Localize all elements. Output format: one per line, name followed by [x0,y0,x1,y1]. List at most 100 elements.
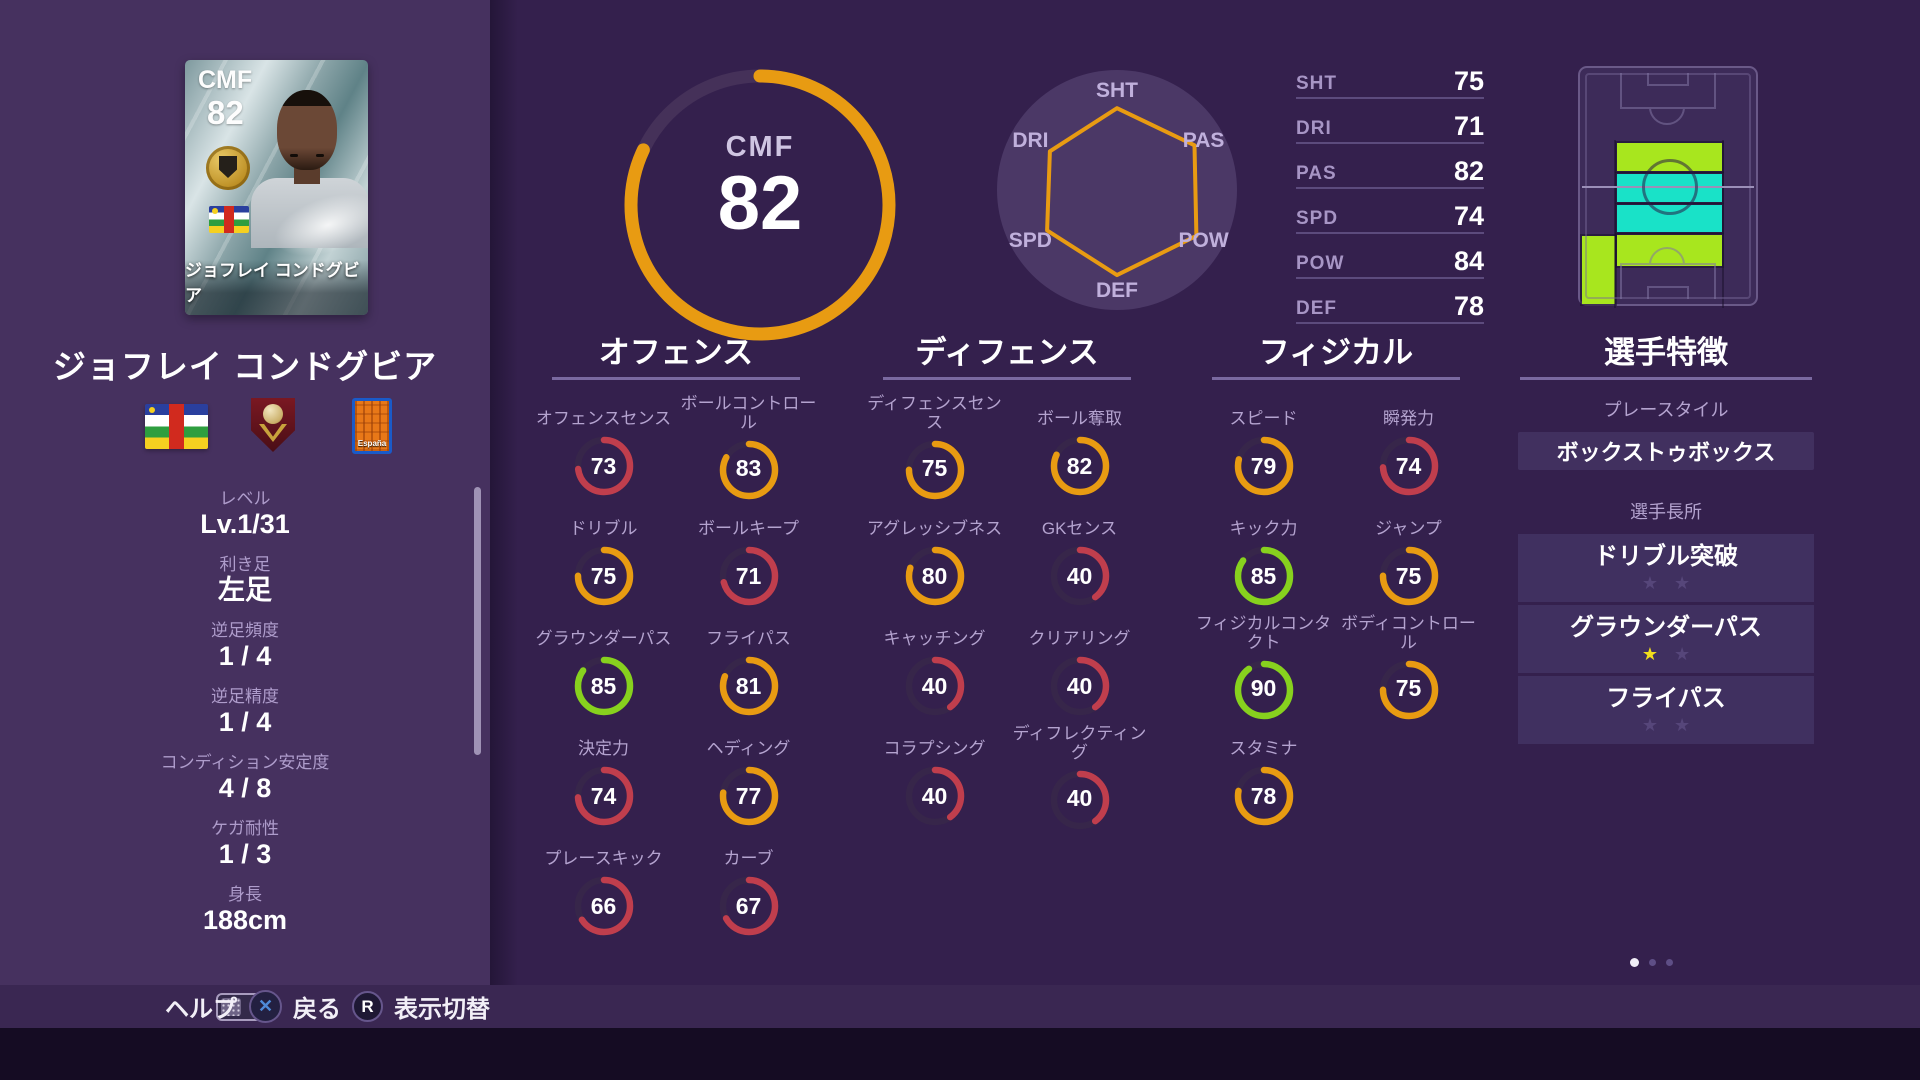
stat-gauge: 75 [1377,658,1441,720]
player-info-list: レベル Lv.1/31 利き足 左足 逆足頻度 1 / 4 逆足精度 1 / 4 コンディション… [40,488,450,950]
club-crest-icon [251,398,295,452]
stat-value: 74 [1395,452,1422,479]
stat-item: ヘディング 77 [676,724,821,834]
help-label-item[interactable]: ヘルプ [165,985,237,1028]
stat-item: キャッチング 40 [862,614,1007,724]
league-badge-text: España [357,439,387,448]
back-label-item[interactable]: 戻る [293,985,341,1028]
stat-value: 78 [1250,782,1277,809]
stat-item: 決定力 74 [531,724,676,834]
stat-item: ボールコントロール 83 [676,394,821,504]
stat-gauge: 75 [903,438,967,500]
toggle-view-label-item[interactable]: 表示切替 [394,985,490,1028]
page-dot-3[interactable] [1666,959,1673,966]
info-item: コンディション安定度 4 / 8 [40,752,450,804]
league-badge-icon: España [352,398,392,454]
toggle-view-button[interactable]: R [352,985,383,1028]
skill-card[interactable]: フライパス ★ ★ [1518,676,1814,744]
info-item: 利き足 左足 [40,554,450,606]
stat-item: ジャンプ 75 [1336,504,1481,614]
skill-name: グラウンダーパス [1570,614,1762,641]
stat-item: ボール奪取 82 [1007,394,1152,504]
stat-label: ディフレクティング [1012,724,1147,762]
r-button-icon: R [352,991,383,1022]
skill-name: フライパス [1606,685,1726,712]
info-item: 逆足精度 1 / 4 [40,686,450,738]
stat-item: プレースキック 66 [531,834,676,944]
overall-position: CMF [725,131,795,163]
star-filled-icon: ★ [1641,644,1658,664]
summary-value: 78 [1453,291,1484,321]
stat-item: ディフェンスセンス 75 [862,394,1007,504]
stat-value: 40 [1066,562,1093,589]
info-label: ケガ耐性 [211,819,279,838]
summary-label: SPD [1296,208,1339,229]
stat-label: 瞬発力 [1383,409,1434,428]
stat-value: 85 [590,672,617,699]
stat-value: 66 [590,892,617,919]
info-item: レベル Lv.1/31 [40,488,450,540]
section-offense: オフェンス オフェンスセンス 73 ボールコントロール 83 ドリブル 75 ボールキープ 71… [531,333,821,944]
star-empty-icon: ★ [1641,573,1658,593]
footer-bar [0,985,1920,1028]
stat-gauge: 66 [572,874,636,938]
stat-value: 85 [1250,562,1277,589]
stat-gauge: 73 [572,434,636,498]
skill-card[interactable]: グラウンダーパス ★ ★ [1518,605,1814,673]
stat-gauge: 40 [1048,654,1112,718]
info-label: コンディション安定度 [160,753,330,772]
card-player-name: ジョフレイ コンドグビア [185,260,368,315]
radar-label-DRI: DRI [1012,129,1048,152]
summary-value: 71 [1453,111,1484,141]
pagination-dots [1630,958,1673,967]
stat-value: 75 [1395,562,1422,589]
skill-card[interactable]: ドリブル突破 ★ ★ [1518,534,1814,602]
section-physical: フィジカル スピード 79 瞬発力 74 キック力 85 ジャンプ 75 フィジカルコンタクト 90… [1191,333,1481,834]
stat-label: プレースキック [544,849,663,868]
stat-value: 40 [921,782,948,809]
skills-list: ドリブル突破 ★ ★ グラウンダーパス ★ ★ フライパス ★ ★ [1518,534,1814,744]
stat-gauge: 40 [903,654,967,718]
stat-label: クリアリング [1028,629,1131,648]
stat-label: カーブ [723,849,774,868]
radar-polygon [1045,106,1199,278]
summary-label: SHT [1296,73,1337,94]
stat-gauge: 78 [1232,764,1296,828]
overall-rating: CMF 82 [615,42,905,332]
radar-label-POW: POW [1179,229,1229,252]
section-defense: ディフェンス ディフェンスセンス 75 ボール奪取 82 アグレッシブネス 80 GKセンス 4… [862,333,1152,834]
playstyle-button[interactable]: ボックストゥボックス [1518,432,1814,470]
stat-gauge: 40 [1048,544,1112,608]
summary-value: 82 [1453,156,1484,186]
stat-item: グラウンダーパス 85 [531,614,676,724]
stat-value: 75 [1395,674,1422,701]
back-button[interactable]: ✕ [249,985,282,1028]
stat-value: 73 [590,452,617,479]
stat-gauge: 79 [1232,434,1296,498]
stat-label: スピード [1229,409,1298,428]
radar-label-SHT: SHT [1096,79,1138,102]
cross-button-icon: ✕ [249,990,282,1023]
page-dot-1[interactable] [1630,958,1639,967]
stat-gauge: 74 [1377,434,1441,498]
stat-gauge: 75 [1377,544,1441,608]
info-value: 1 / 3 [218,839,272,869]
skill-stars: ★ ★ [1642,573,1690,593]
star-empty-icon: ★ [1674,644,1691,664]
sidebar-scrollbar[interactable] [474,487,481,755]
help-button[interactable] [108,985,262,1028]
stat-gauge: 71 [717,544,781,608]
radar-label-PAS: PAS [1183,129,1225,152]
summary-row: DEF 78 [1296,287,1484,324]
stat-gauge: 40 [903,764,967,828]
info-label: 逆足頻度 [211,621,279,640]
stat-value: 80 [921,562,948,589]
page-dot-2[interactable] [1649,959,1656,966]
playstyle-label: プレースタイル [1603,400,1729,420]
nation-flag-icon [145,404,208,449]
stat-value: 81 [735,672,762,699]
stat-value: 79 [1250,452,1277,479]
position-map [1578,66,1758,308]
stat-label: フィジカルコンタクト [1195,614,1332,652]
stat-label: コラプシング [883,739,986,758]
